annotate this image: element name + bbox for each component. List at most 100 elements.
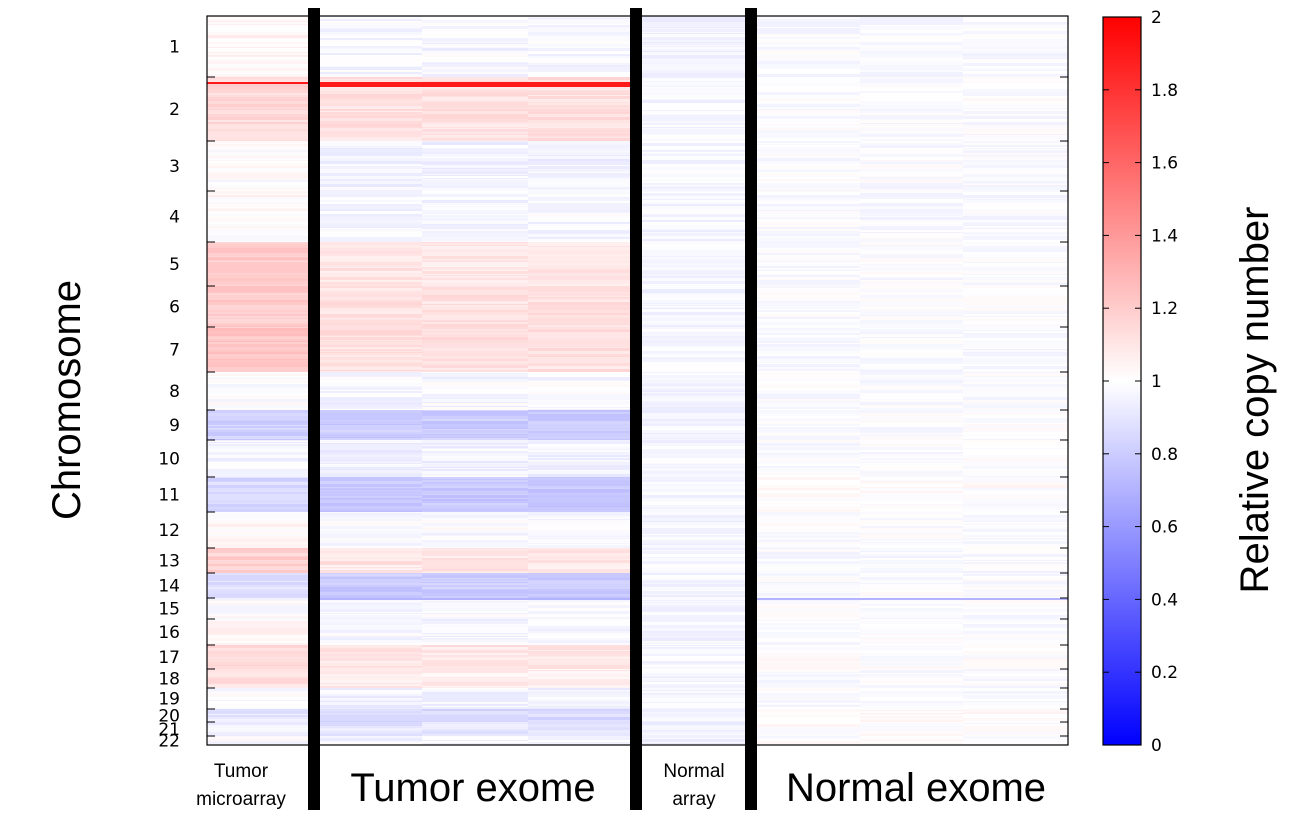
- heatmap-cell: [963, 34, 1068, 35]
- heatmap-cell: [528, 717, 632, 720]
- heatmap-cell: [860, 543, 963, 545]
- heatmap-cell: [422, 182, 528, 184]
- heatmap-cell: [745, 86, 860, 89]
- heatmap-cell: [963, 340, 1068, 341]
- heatmap-cell: [528, 704, 632, 706]
- heatmap-cell: [422, 401, 528, 402]
- heatmap-cell: [528, 409, 632, 410]
- heatmap-cell: [745, 278, 860, 280]
- heatmap-cell: [422, 531, 528, 533]
- heatmap-cell: [308, 17, 422, 19]
- heatmap-cell: [963, 497, 1068, 498]
- heatmap-cell: [860, 542, 963, 543]
- heatmap-cell: [422, 351, 528, 353]
- heatmap-cell: [745, 421, 860, 424]
- heatmap-cell: [422, 111, 528, 114]
- heatmap-cell: [745, 722, 860, 724]
- heatmap-cell: [308, 44, 422, 46]
- heatmap-cell: [745, 130, 860, 133]
- heatmap-cell: [963, 440, 1068, 443]
- colorbar-ticks: 00.20.40.60.811.21.41.61.82: [1103, 8, 1178, 756]
- heatmap-cell: [308, 137, 422, 139]
- heatmap-cell: [528, 99, 632, 100]
- heatmap-cell: [422, 262, 528, 264]
- heatmap-cell: [308, 258, 422, 261]
- heatmap-cell: [422, 645, 528, 647]
- heatmap-cell: [745, 404, 860, 406]
- heatmap-cell: [422, 310, 528, 312]
- heatmap-cell: [860, 666, 963, 668]
- heatmap-cell: [963, 318, 1068, 321]
- heatmap-cell: [308, 194, 422, 197]
- heatmap-cell: [860, 618, 963, 619]
- heatmap-cell: [632, 419, 745, 421]
- heatmap-cell: [745, 525, 860, 526]
- heatmap-cell: [860, 161, 963, 163]
- heatmap-cell: [308, 603, 422, 604]
- heatmap-cell: [963, 742, 1068, 744]
- heatmap-cell: [308, 214, 422, 216]
- heatmap-cell: [207, 218, 308, 221]
- heatmap-cell: [632, 646, 745, 647]
- heatmap-cell: [207, 420, 308, 421]
- heatmap-cell: [528, 708, 632, 709]
- heatmap-cell: [528, 506, 632, 507]
- heatmap-cell: [745, 517, 860, 519]
- heatmap-cell: [632, 336, 745, 338]
- chromosome-label: 3: [169, 157, 180, 177]
- heatmap-cell: [963, 500, 1068, 501]
- heatmap-cell: [308, 355, 422, 356]
- heatmap-cell: [963, 321, 1068, 323]
- heatmap-cell: [632, 32, 745, 33]
- colorbar-tick-label: 1.2: [1151, 299, 1178, 319]
- heatmap-cell: [745, 275, 860, 277]
- heatmap-cell: [860, 193, 963, 194]
- heatmap-cell: [860, 458, 963, 459]
- heatmap-cell: [422, 190, 528, 191]
- heatmap-cell: [860, 565, 963, 568]
- heatmap-cell: [207, 129, 308, 130]
- heatmap-cell: [632, 88, 745, 91]
- heatmap-cell: [207, 235, 308, 237]
- heatmap-cell: [963, 240, 1068, 242]
- heatmap-cell: [528, 679, 632, 680]
- heatmap-cell: [632, 77, 745, 78]
- heatmap-cell: [207, 168, 308, 171]
- heatmap-cell: [422, 546, 528, 547]
- heatmap-cell: [632, 669, 745, 672]
- heatmap-cell: [422, 105, 528, 107]
- heatmap-cell: [745, 623, 860, 625]
- heatmap-cell: [422, 695, 528, 698]
- heatmap-cell: [632, 314, 745, 315]
- heatmap-cell: [422, 168, 528, 169]
- heatmap-cell: [308, 513, 422, 515]
- heatmap-cell: [207, 511, 308, 512]
- heatmap-cell: [632, 128, 745, 129]
- heatmap-cell: [860, 173, 963, 176]
- heatmap-cell: [632, 597, 745, 598]
- heatmap-cell: [528, 518, 632, 519]
- heatmap-cell: [745, 128, 860, 130]
- heatmap-cell: [860, 113, 963, 115]
- heatmap-cell: [860, 36, 963, 39]
- heatmap-cell: [860, 127, 963, 128]
- heatmap-cell: [745, 658, 860, 661]
- heatmap-cell: [308, 131, 422, 132]
- heatmap-cell: [963, 70, 1068, 71]
- heatmap-cell: [745, 630, 860, 632]
- heatmap-cell: [308, 112, 422, 113]
- heatmap-cell: [745, 675, 860, 677]
- heatmap-cell: [963, 104, 1068, 105]
- heatmap-cell: [745, 504, 860, 507]
- heatmap-cell: [632, 396, 745, 399]
- heatmap-cell: [963, 685, 1068, 686]
- heatmap-cell: [745, 566, 860, 567]
- heatmap-cell: [528, 351, 632, 354]
- heatmap-cell: [632, 543, 745, 544]
- heatmap-cell: [963, 523, 1068, 524]
- heatmap-cell: [528, 699, 632, 701]
- heatmap-cell: [860, 199, 963, 200]
- heatmap-cell: [207, 270, 308, 273]
- heatmap-cell: [528, 539, 632, 542]
- heatmap-cell: [745, 155, 860, 156]
